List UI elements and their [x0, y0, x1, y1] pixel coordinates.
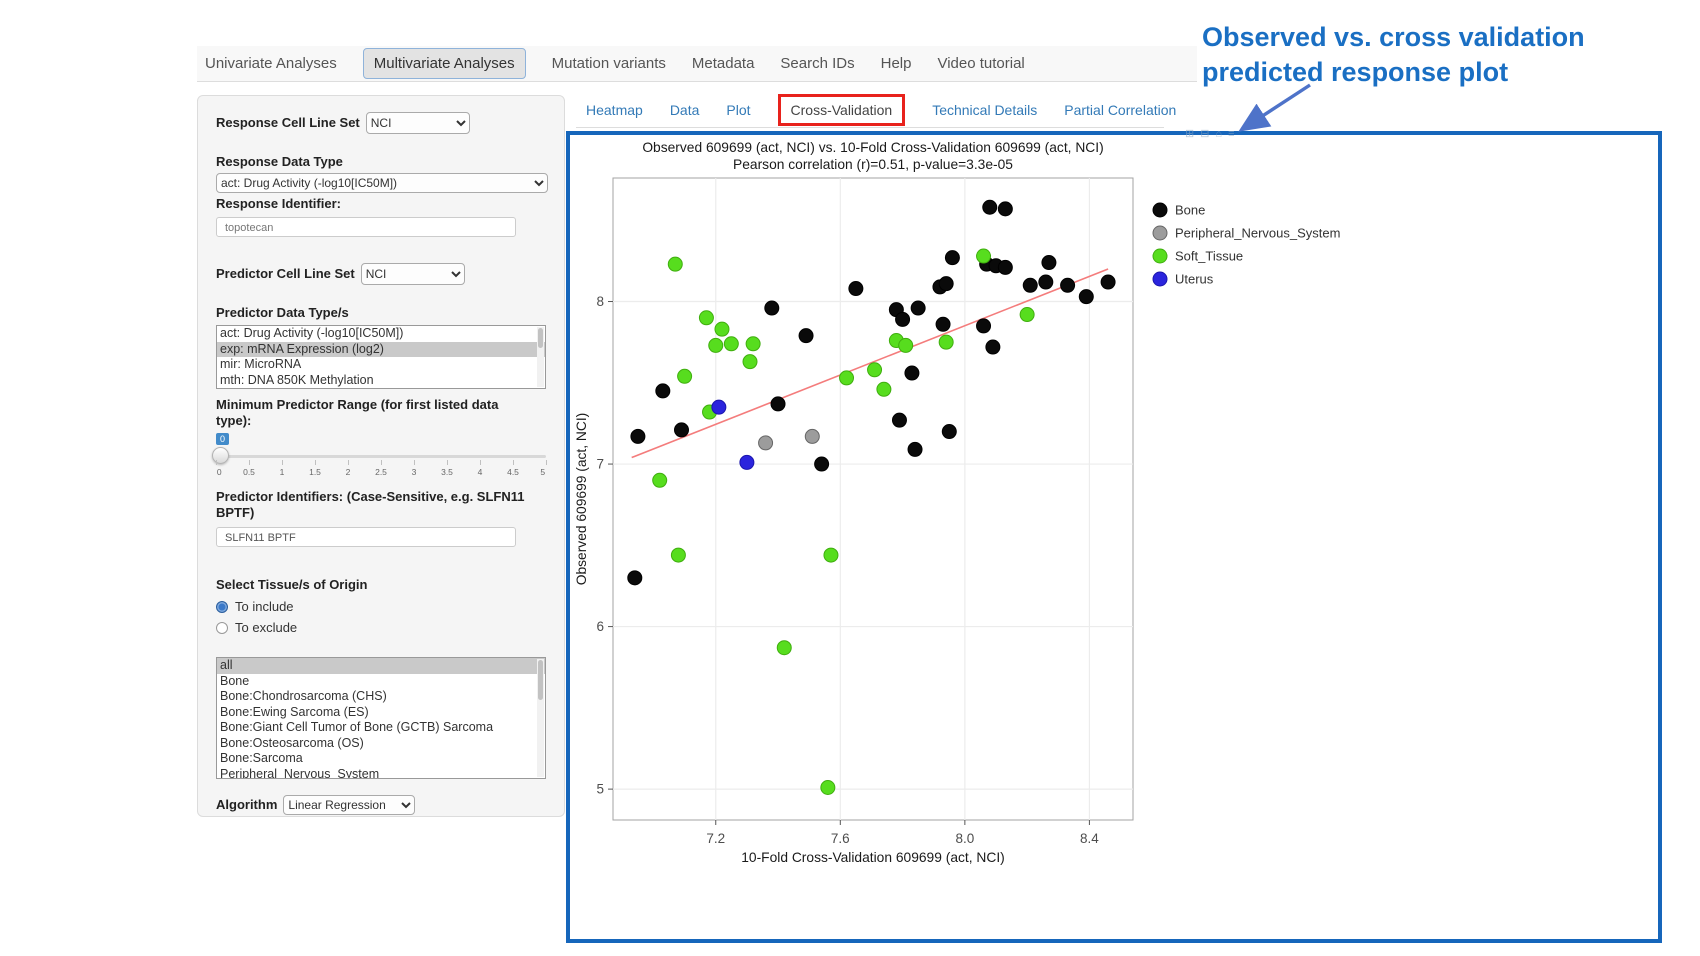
cross-validation-plot-container: ⊞⊟⌂≡ 7.2 7.6 8.0 8.4 5 6 7 8 Observed 609699 (ac… — [566, 128, 1662, 943]
predictor-identifiers-label: Predictor Identifiers: (Case-Sensitive, … — [216, 489, 525, 520]
annotation-arrow-icon — [1238, 83, 1311, 132]
top-nav: Univariate Analyses Multivariate Analyse… — [197, 46, 1197, 82]
algorithm-select[interactable]: Linear Regression — [283, 795, 416, 815]
nav-tab-univariate-analyses[interactable]: Univariate Analyses — [205, 55, 337, 72]
svg-text:8: 8 — [596, 294, 604, 309]
slider-tick-label: 3 — [411, 467, 417, 477]
slider-track[interactable] — [216, 455, 546, 458]
slider-tick-label: 4 — [477, 467, 483, 477]
list-item[interactable]: Peripheral_Nervous_System — [220, 766, 380, 779]
svg-text:Peripheral_Nervous_System: Peripheral_Nervous_System — [1175, 226, 1340, 241]
listbox-scrollbar[interactable] — [537, 327, 544, 387]
tab-partial-correlation[interactable]: Partial Correlation — [1064, 101, 1177, 118]
tab-data[interactable]: Data — [669, 101, 700, 118]
svg-text:Observed 609699 (act, NCI) vs.: Observed 609699 (act, NCI) vs. 10-Fold C… — [642, 140, 1103, 155]
slider-handle[interactable] — [212, 447, 229, 464]
response-identifier-input[interactable]: topotecan — [216, 217, 516, 237]
svg-text:7.6: 7.6 — [831, 831, 850, 846]
list-item[interactable]: mth: DNA 850K Methylation — [220, 372, 374, 387]
slider-tick-label: 2 — [345, 467, 351, 477]
tissue-listbox[interactable]: all Bone Bone:Chondrosarcoma (CHS) Bone:… — [216, 657, 546, 779]
slider-tick-label: 5 — [540, 467, 546, 477]
nav-tab-video-tutorial[interactable]: Video tutorial — [937, 55, 1025, 72]
slider-value-badge: 0 — [216, 433, 230, 445]
predictor-cell-line-set-select[interactable]: NCI — [360, 263, 465, 285]
slider-tick-label: 0 — [216, 467, 222, 477]
svg-text:Observed 609699 (act, NCI): Observed 609699 (act, NCI) — [574, 413, 589, 586]
svg-text:8.0: 8.0 — [955, 831, 974, 846]
list-item[interactable]: Bone:Osteosarcoma (OS) — [220, 735, 364, 750]
annotation-line2: predicted response plot — [1202, 57, 1509, 87]
svg-text:Soft_Tissue: Soft_Tissue — [1175, 249, 1243, 264]
slider-tick-label: 0.5 — [243, 467, 255, 477]
list-item[interactable]: Bone:Giant Cell Tumor of Bone (GCTB) Sar… — [220, 720, 494, 734]
response-data-type-label: Response Data Type — [216, 154, 343, 169]
predictor-identifiers-input[interactable]: SLFN11 BPTF — [216, 527, 516, 547]
svg-text:10-Fold Cross-Validation 60969: 10-Fold Cross-Validation 609699 (act, NC… — [741, 850, 1005, 865]
list-item-selected[interactable]: exp: mRNA Expression (log2) — [217, 341, 545, 357]
nav-tab-mutation-variants[interactable]: Mutation variants — [551, 55, 666, 72]
nav-tab-metadata[interactable]: Metadata — [691, 55, 755, 72]
slider-tick-label: 4.5 — [507, 467, 519, 477]
svg-text:6: 6 — [596, 619, 604, 634]
svg-text:7: 7 — [596, 457, 604, 472]
listbox-scrollbar[interactable] — [537, 659, 544, 777]
plot-modebar-icons[interactable]: ⊞⊟⌂≡ — [1185, 128, 1241, 140]
nav-tab-help[interactable]: Help — [880, 55, 912, 72]
radio-to-exclude[interactable]: To exclude — [216, 620, 546, 635]
list-item-selected[interactable]: all — [217, 658, 545, 674]
radio-unselected-icon — [216, 621, 228, 634]
svg-text:Uterus: Uterus — [1175, 272, 1214, 287]
sidebar-controls: Response Cell Line Set NCI Response Data… — [197, 95, 565, 817]
predictor-data-types-listbox[interactable]: act: Drug Activity (-log10[IC50M]) exp: … — [216, 325, 546, 389]
list-item[interactable]: Bone:Chondrosarcoma (CHS) — [220, 689, 387, 703]
slider-tick-label: 1.5 — [309, 467, 321, 477]
tab-technical-details[interactable]: Technical Details — [932, 101, 1038, 118]
radio-label: To include — [235, 599, 294, 614]
tab-heatmap[interactable]: Heatmap — [586, 101, 643, 118]
radio-selected-icon — [216, 600, 228, 613]
algorithm-label: Algorithm — [216, 797, 278, 812]
nav-tab-multivariate-analyses[interactable]: Multivariate Analyses — [362, 48, 526, 79]
slider-tick-label: 2.5 — [375, 467, 387, 477]
slider-tick-label: 1 — [279, 467, 285, 477]
result-tabs: Heatmap Data Plot Cross-Validation Techn… — [576, 92, 1176, 128]
list-item[interactable]: Bone — [220, 673, 250, 688]
tab-cross-validation[interactable]: Cross-Validation — [777, 93, 906, 126]
min-predictor-range-label: Minimum Predictor Range (for first liste… — [216, 397, 499, 428]
min-predictor-range-slider[interactable]: 0 0 0.5 1 1.5 2 2.5 3 3.5 4 4.5 5 — [212, 433, 547, 479]
response-cell-line-set-label: Response Cell Line Set — [216, 115, 360, 130]
slider-tick-label: 3.5 — [441, 467, 453, 477]
nav-tab-search-ids[interactable]: Search IDs — [780, 55, 855, 72]
annotation-line1: Observed vs. cross validation — [1202, 22, 1585, 52]
predictor-data-types-label: Predictor Data Type/s — [216, 305, 349, 320]
annotation-text: Observed vs. cross validation predicted … — [1202, 20, 1585, 90]
cross-validation-scatter-plot[interactable]: 7.2 7.6 8.0 8.4 5 6 7 8 Observed 609699 (act, NC… — [570, 135, 1658, 939]
svg-text:5: 5 — [596, 782, 604, 797]
predictor-cell-line-set-label: Predictor Cell Line Set — [216, 266, 355, 281]
list-item[interactable]: act: Drug Activity (-log10[IC50M]) — [220, 326, 404, 340]
tab-plot[interactable]: Plot — [726, 101, 751, 118]
list-item[interactable]: Bone:Sarcoma — [220, 751, 303, 765]
tissue-origin-label: Select Tissue/s of Origin — [216, 577, 368, 592]
svg-text:7.2: 7.2 — [706, 831, 725, 846]
radio-label: To exclude — [235, 620, 298, 635]
svg-text:Bone: Bone — [1175, 203, 1205, 218]
list-item[interactable]: mir: MicroRNA — [220, 357, 302, 371]
response-cell-line-set-select[interactable]: NCI — [365, 112, 470, 134]
svg-text:Pearson correlation (r)=0.51,: Pearson correlation (r)=0.51, p-value=3.… — [733, 157, 1013, 172]
list-item[interactable]: Bone:Ewing Sarcoma (ES) — [220, 704, 369, 719]
response-data-type-select[interactable]: act: Drug Activity (-log10[IC50M]) — [216, 173, 548, 193]
response-identifier-label: Response Identifier: — [216, 196, 341, 211]
svg-text:8.4: 8.4 — [1080, 831, 1099, 846]
radio-to-include[interactable]: To include — [216, 599, 546, 614]
